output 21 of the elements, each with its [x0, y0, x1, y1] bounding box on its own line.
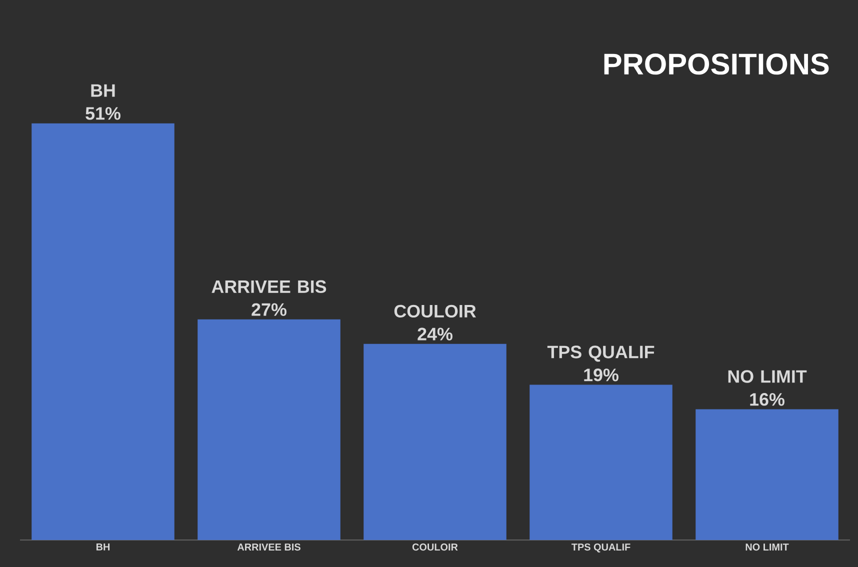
- chart-title: PROPOSITIONS: [604, 54, 829, 75]
- category-label: ARRIVEE BIS: [212, 280, 326, 294]
- data-label: 16%: [750, 393, 784, 406]
- bar: [696, 409, 838, 540]
- x-tick-label: TPS QUALIF: [572, 544, 630, 552]
- category-label: NO LIMIT: [728, 370, 807, 383]
- x-tick-label: COULOIR: [412, 544, 458, 551]
- bar: [364, 344, 506, 540]
- bar: [198, 319, 340, 540]
- bar: [32, 123, 174, 540]
- category-label: TPS QUALIF: [547, 346, 654, 362]
- x-tick-label: NO LIMIT: [746, 544, 789, 551]
- x-tick-label: BH: [96, 544, 110, 550]
- bar: [530, 384, 672, 540]
- data-label: 27%: [252, 303, 286, 316]
- data-label: 51%: [86, 107, 120, 120]
- category-label: COULOIR: [394, 304, 476, 318]
- category-label: BH: [91, 84, 115, 97]
- data-label: 19%: [584, 368, 618, 382]
- x-tick-label: ARRIVEE BIS: [237, 544, 300, 551]
- data-label: 24%: [418, 328, 452, 340]
